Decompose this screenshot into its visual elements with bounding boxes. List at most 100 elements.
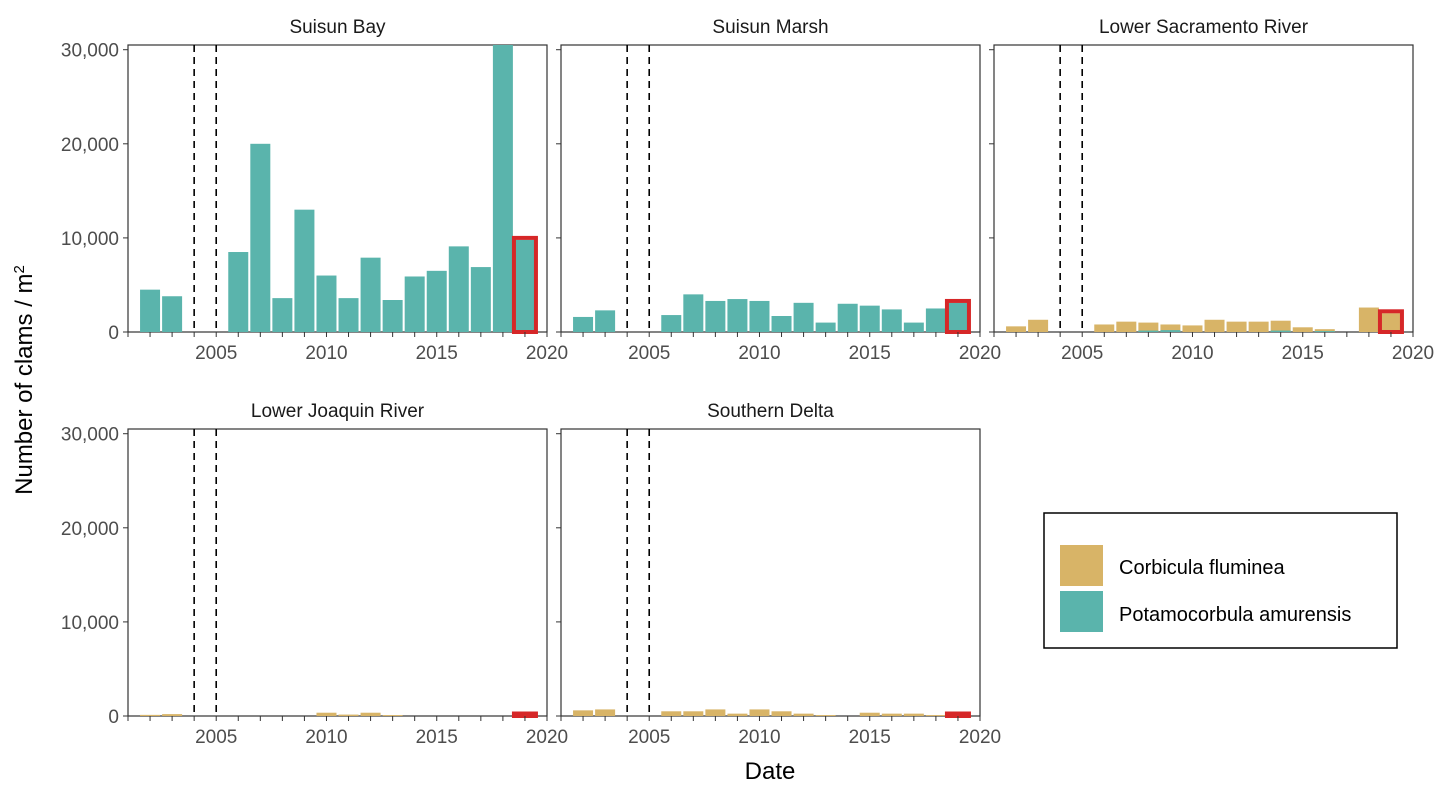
panel-title: Lower Sacramento River [1099,17,1309,38]
x-tick-label: 2015 [416,727,458,748]
bar [1380,313,1401,332]
y-tick-label: 30,000 [61,425,119,446]
bar [250,143,271,332]
bar [228,252,249,332]
bar [1248,321,1269,332]
bar [1226,321,1247,332]
x-tick-label: 2015 [849,727,891,748]
bar [793,713,814,716]
bar [360,257,381,332]
bar [683,294,704,332]
y-tick-label: 10,000 [61,229,119,250]
bar [1138,330,1159,332]
bar [316,275,337,332]
bar [925,715,946,716]
y-axis-title-main: Number of clams / m [11,273,38,494]
bar [705,300,726,332]
bar [683,711,704,716]
x-tick-label: 2005 [1061,343,1103,364]
panel-title: Suisun Marsh [712,17,828,38]
bar [573,710,594,716]
bar [1314,329,1335,332]
x-tick-label: 2020 [1392,343,1434,364]
x-tick-label: 2010 [738,727,780,748]
bar [1028,319,1049,332]
y-tick-label: 10,000 [61,613,119,634]
bar [1314,331,1335,332]
bar [903,713,924,716]
panel-title: Southern Delta [707,401,834,422]
y-tick-label: 30,000 [61,41,119,62]
panel-border [127,428,548,717]
bar [1358,307,1379,332]
bar [1006,326,1027,332]
bar [1094,324,1115,332]
bar [140,289,161,332]
bar [881,309,902,332]
x-tick-label: 2005 [628,727,670,748]
x-tick-label: 2020 [959,343,1001,364]
highlight-bar [944,711,971,718]
bar [382,300,403,332]
bar [162,296,183,332]
y-tick-label: 0 [108,707,119,728]
legend-label-corbicula: Corbicula fluminea [1119,557,1286,579]
x-tick-label: 2005 [195,343,237,364]
highlight-bar [511,711,538,718]
bar [815,322,836,332]
panels-layer: Suisun Bay 2005 2010 2015 2020 0 10,000 20,000 3… [61,17,1434,748]
bar [1182,325,1203,332]
bar [338,714,359,716]
bar [749,300,770,332]
bar [925,308,946,332]
y-axis-title: Number of clams / m2 [11,265,39,495]
bar [661,711,682,716]
bar [661,315,682,332]
x-tick-label: 2005 [628,343,670,364]
x-tick-label: 2020 [526,727,568,748]
x-tick-label: 2020 [526,343,568,364]
legend-label-potamocorbula: Potamocorbula amurensis [1119,604,1351,626]
bar [514,239,535,332]
panel-border [993,44,1414,333]
x-tick-label: 2005 [195,727,237,748]
bar [815,715,836,716]
bar [1160,330,1181,332]
panel-3: Lower Sacramento River 2005 2010 2015 2020 [989,17,1434,364]
panel-border [560,428,981,717]
bar [793,302,814,332]
x-tick-label: 2015 [849,343,891,364]
bar [272,298,293,332]
y-tick-label: 0 [108,323,119,344]
bar [771,711,792,716]
bar [573,316,594,332]
bar [140,714,161,716]
panel-title: Suisun Bay [289,17,386,38]
bar [470,267,491,332]
bar [903,322,924,332]
legend-swatch-potamocorbula [1060,591,1103,632]
legend-swatch-corbicula [1060,545,1103,586]
bar [881,713,902,716]
bar [1138,322,1159,332]
bar [727,299,748,332]
panel-1: Suisun Bay 2005 2010 2015 2020 0 10,000 20,000 3… [61,17,568,364]
bar [595,709,616,716]
bar [492,45,513,332]
x-tick-label: 2010 [305,343,347,364]
bar [727,713,748,716]
panel-4: Lower Joaquin River 2005 2010 2015 2020 0 10,0… [61,401,568,748]
bar [360,712,381,716]
bar [404,276,425,332]
panel-2: Suisun Marsh 2005 2010 2015 2020 [556,17,1001,364]
bar [749,709,770,716]
x-axis-title: Date [745,758,796,785]
bar [294,209,315,332]
bar [382,715,403,716]
x-tick-label: 2010 [1171,343,1213,364]
bar [859,305,880,332]
y-axis-title-superscript: 2 [11,265,28,273]
bar [1270,320,1291,332]
bar [1116,321,1137,332]
